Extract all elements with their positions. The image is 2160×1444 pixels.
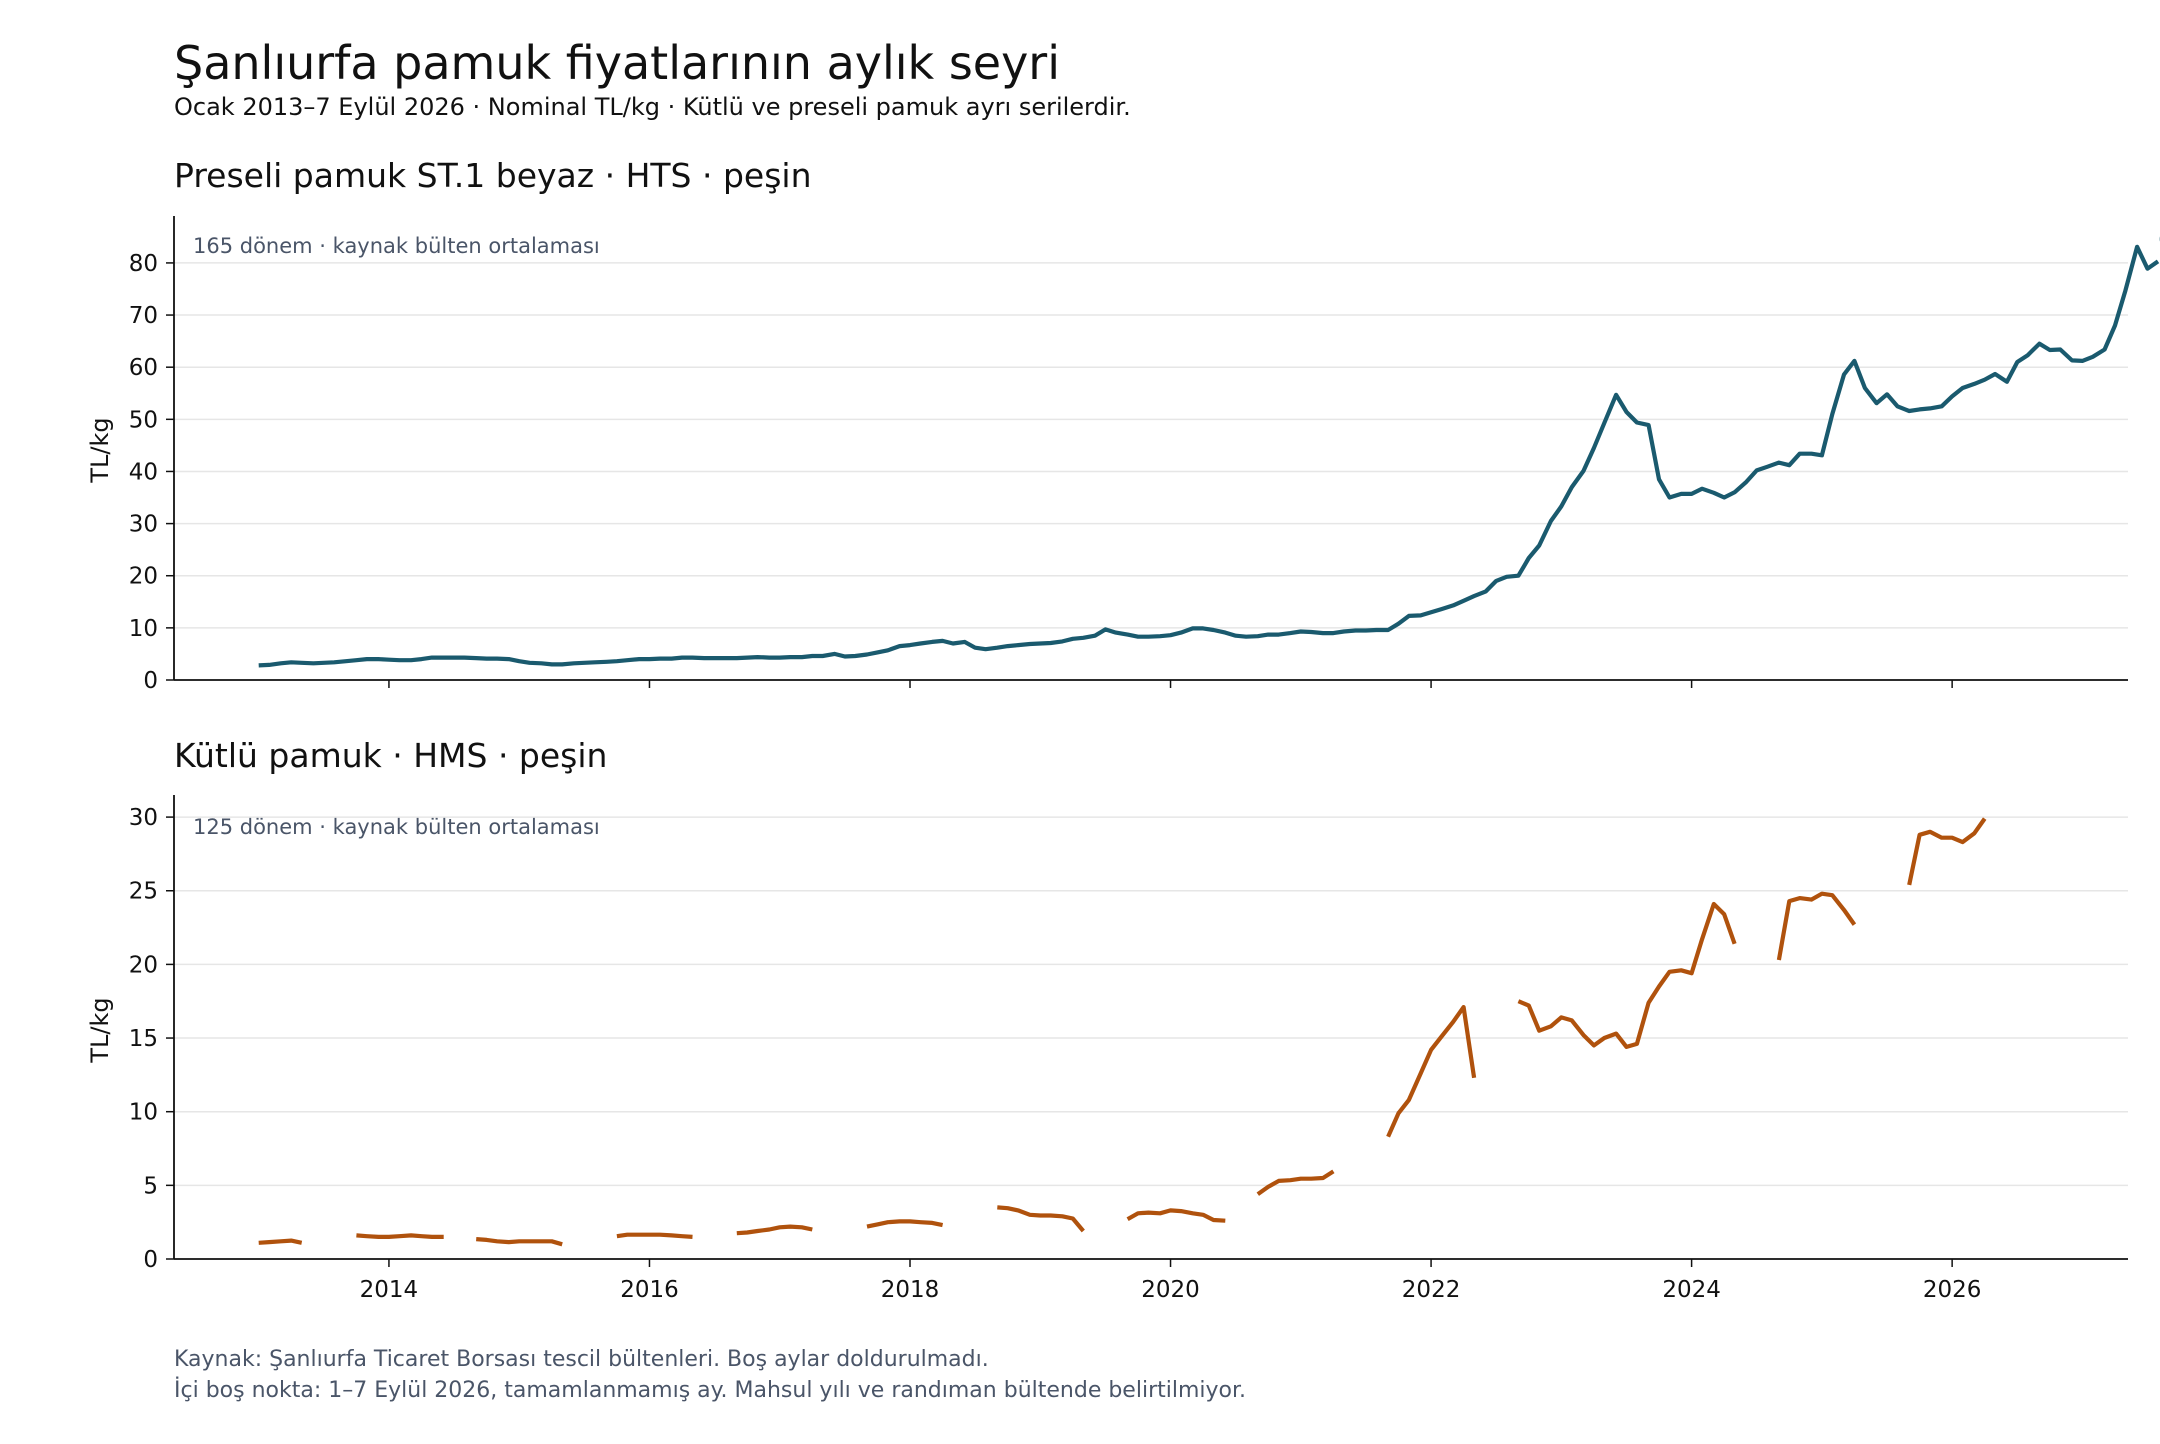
y-axis-label: TL/kg (86, 997, 114, 1063)
y-tick-label: 15 (129, 1026, 158, 1052)
series-line-segment (1256, 1169, 1335, 1196)
panel-title: Preseli pamuk ST.1 beyaz · HTS · peşin (174, 156, 812, 195)
x-tick-label: 2026 (1923, 1277, 1982, 1303)
series-line-segment (616, 1232, 693, 1239)
y-tick-label: 50 (129, 407, 158, 433)
series-line-segment (997, 1205, 1085, 1233)
y-tick-label: 10 (129, 1100, 158, 1126)
footer-source: Kaynak: Şanlıurfa Ticaret Borsası tescil… (174, 1347, 989, 1372)
x-tick-label: 2022 (1402, 1277, 1461, 1303)
y-tick-label: 60 (129, 355, 158, 381)
figure-subtitle: Ocak 2013–7 Eylül 2026 · Nominal TL/kg ·… (174, 93, 1131, 121)
y-axis-label: TL/kg (86, 417, 114, 483)
x-tick-label: 2016 (620, 1277, 679, 1303)
y-tick-label: 0 (143, 1247, 158, 1273)
panel-kutlu: Kütlü pamuk · HMS · peşin 125 dönem · ka… (86, 736, 2128, 1303)
y-tick-label: 30 (129, 512, 158, 538)
series-line-segment (736, 1224, 813, 1236)
y-tick-label: 70 (129, 303, 158, 329)
series-line-segment (1386, 1005, 1477, 1138)
series-line-segment (258, 244, 2160, 668)
series-line-segment (1517, 901, 1737, 1049)
series-line-segment (1907, 817, 1987, 886)
panel-title: Kütlü pamuk · HMS · peşin (174, 736, 607, 775)
series-line-segment (1126, 1208, 1226, 1223)
y-tick-label: 80 (129, 251, 158, 277)
y-tick-label: 30 (129, 805, 158, 831)
series-line-segment (1776, 891, 1857, 961)
series-line-segment (476, 1237, 563, 1247)
panel-preseli: Preseli pamuk ST.1 beyaz · HTS · peşin 1… (86, 156, 2160, 694)
panel-note: 165 dönem · kaynak bülten ortalaması (193, 234, 600, 258)
y-tick-label: 40 (129, 459, 158, 485)
x-tick-label: 2018 (881, 1277, 940, 1303)
series-line-segment (356, 1233, 444, 1239)
footer-note: İçi boş nokta: 1–7 Eylül 2026, tamamlanm… (174, 1377, 1246, 1403)
y-tick-label: 25 (129, 879, 158, 905)
series-line-segment (258, 1238, 303, 1245)
x-tick-label: 2024 (1662, 1277, 1721, 1303)
x-tick-label: 2014 (360, 1277, 419, 1303)
y-tick-label: 10 (129, 616, 158, 642)
y-tick-label: 5 (143, 1173, 158, 1199)
figure-title: Şanlıurfa pamuk fiyatlarının aylık seyri (174, 36, 1060, 90)
y-tick-label: 0 (143, 668, 158, 694)
series-line-segment (866, 1219, 944, 1229)
x-tick-label: 2020 (1141, 1277, 1200, 1303)
y-tick-label: 20 (129, 952, 158, 978)
panel-note: 125 dönem · kaynak bülten ortalaması (193, 815, 600, 839)
y-tick-label: 20 (129, 564, 158, 590)
